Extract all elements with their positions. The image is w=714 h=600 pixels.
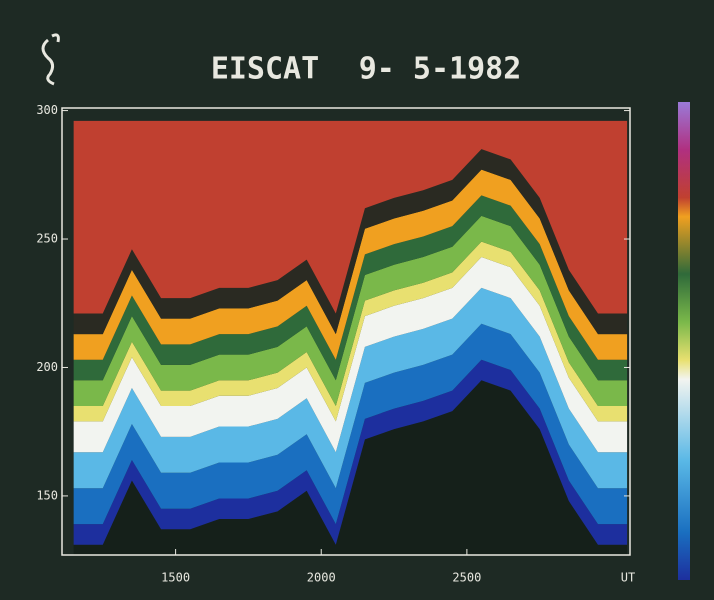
y-tick-label: 250 xyxy=(36,232,58,246)
area-band xyxy=(73,323,628,525)
x-tick-label: 2500 xyxy=(452,571,481,585)
chart-subtitle: 9- 5-1982 xyxy=(359,52,522,87)
chart-title: EISCAT xyxy=(211,52,319,87)
area-band xyxy=(73,120,628,314)
area-band xyxy=(73,380,628,555)
color-bar xyxy=(678,102,690,580)
area-band xyxy=(73,287,628,489)
y-tick-label: 150 xyxy=(36,488,58,502)
area-band xyxy=(73,215,628,406)
x-tick-label: 1500 xyxy=(161,571,190,585)
logo xyxy=(41,33,60,86)
plot-area xyxy=(73,120,628,555)
x-tick-label: 2000 xyxy=(307,571,336,585)
y-tick-label: 300 xyxy=(36,103,58,117)
area-band xyxy=(73,169,628,360)
frame xyxy=(61,107,631,556)
x-axis-label: UT xyxy=(621,571,635,585)
y-tick-label: 200 xyxy=(36,360,58,374)
area-band xyxy=(73,257,628,453)
